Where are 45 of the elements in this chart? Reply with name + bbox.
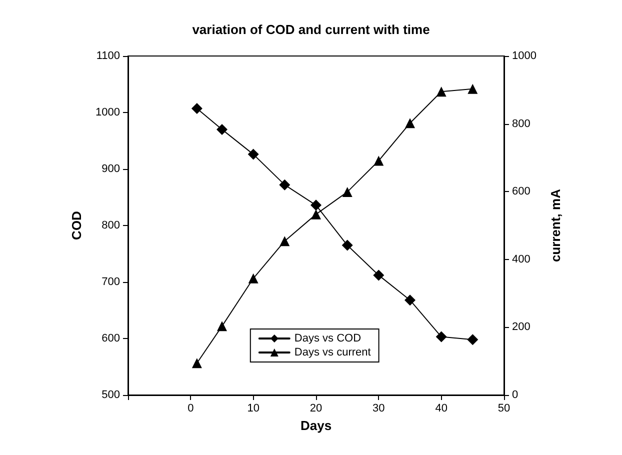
- point: [310, 200, 322, 211]
- point: [192, 358, 202, 368]
- y2-axis-title: current, mA: [548, 188, 563, 262]
- y-tick-label: 600: [102, 332, 120, 344]
- y2-tick-label: 800: [512, 118, 530, 130]
- point: [468, 84, 478, 94]
- x-tick-label: 10: [247, 402, 260, 414]
- y-tick-label: 700: [102, 276, 120, 288]
- point: [436, 331, 447, 342]
- point: [342, 186, 352, 197]
- y-tick-label: 500: [102, 389, 120, 401]
- legend-label: Days vs COD: [294, 332, 362, 344]
- point: [280, 236, 290, 246]
- x-tick-label: 20: [310, 402, 322, 414]
- x-tick-label: 50: [498, 402, 510, 414]
- y2-tick-label: 600: [512, 186, 530, 198]
- point: [248, 148, 259, 160]
- point: [248, 273, 258, 284]
- point: [191, 103, 202, 114]
- x-axis-title: Days: [300, 418, 332, 433]
- point: [374, 156, 384, 166]
- point: [216, 124, 228, 135]
- point: [217, 321, 227, 332]
- x-tick-label: 0: [188, 402, 194, 414]
- y-axis-title: COD: [69, 211, 84, 240]
- point: [404, 294, 416, 306]
- y-tick-label: 800: [102, 220, 120, 232]
- point: [373, 270, 384, 281]
- point: [279, 179, 290, 190]
- chart-title: variation of COD and current with time: [192, 22, 430, 37]
- y2-tick-label: 400: [512, 253, 530, 266]
- y2-tick-label: 0: [512, 389, 518, 401]
- y-tick-label: 1100: [96, 50, 120, 62]
- point: [436, 86, 446, 97]
- point: [405, 118, 415, 128]
- y2-tick-label: 1000: [512, 50, 536, 62]
- x-tick-label: 30: [372, 402, 385, 414]
- point: [467, 334, 478, 346]
- y-tick-label: 1000: [96, 106, 120, 118]
- point: [311, 209, 321, 220]
- x-tick-label: 40: [435, 402, 448, 414]
- legend-label: Days vs current: [294, 346, 371, 358]
- point: [342, 240, 353, 251]
- y2-tick-label: 200: [512, 321, 530, 334]
- y-tick-label: 900: [102, 163, 120, 175]
